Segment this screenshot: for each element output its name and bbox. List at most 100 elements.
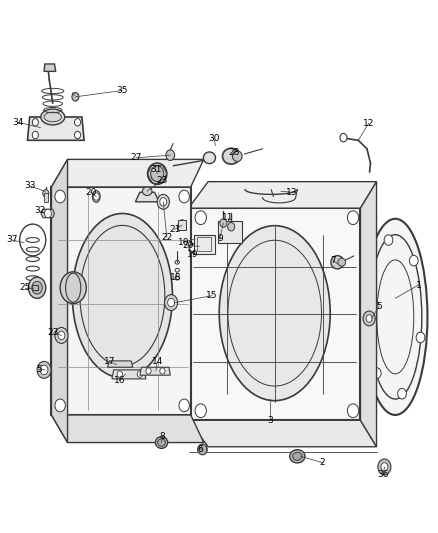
Text: 11: 11 bbox=[222, 213, 233, 222]
Circle shape bbox=[93, 193, 99, 200]
Circle shape bbox=[347, 211, 359, 224]
FancyBboxPatch shape bbox=[194, 235, 215, 254]
Text: 32: 32 bbox=[34, 206, 46, 215]
Polygon shape bbox=[44, 64, 56, 71]
Polygon shape bbox=[112, 370, 146, 379]
Circle shape bbox=[372, 368, 381, 378]
FancyBboxPatch shape bbox=[178, 220, 186, 230]
Text: 19: 19 bbox=[187, 251, 199, 260]
Circle shape bbox=[195, 404, 206, 418]
Ellipse shape bbox=[290, 450, 305, 463]
Circle shape bbox=[195, 211, 206, 224]
Text: 1: 1 bbox=[416, 280, 421, 289]
Polygon shape bbox=[108, 361, 133, 367]
Circle shape bbox=[410, 255, 418, 266]
Circle shape bbox=[340, 133, 347, 142]
Circle shape bbox=[43, 190, 49, 197]
Ellipse shape bbox=[233, 151, 242, 161]
Text: 20: 20 bbox=[182, 241, 193, 250]
Circle shape bbox=[179, 190, 189, 203]
Ellipse shape bbox=[293, 453, 302, 461]
Circle shape bbox=[72, 93, 79, 101]
Ellipse shape bbox=[198, 241, 204, 251]
Circle shape bbox=[137, 371, 142, 377]
Text: 20: 20 bbox=[85, 188, 96, 197]
Circle shape bbox=[55, 190, 65, 203]
Text: 17: 17 bbox=[103, 358, 115, 367]
Circle shape bbox=[32, 281, 42, 294]
Text: 6: 6 bbox=[198, 445, 204, 454]
FancyBboxPatch shape bbox=[218, 221, 242, 243]
Text: 14: 14 bbox=[152, 358, 163, 367]
FancyBboxPatch shape bbox=[32, 285, 38, 290]
Text: 27: 27 bbox=[131, 154, 142, 163]
Polygon shape bbox=[51, 159, 67, 442]
Ellipse shape bbox=[148, 163, 167, 184]
Circle shape bbox=[416, 332, 425, 343]
FancyBboxPatch shape bbox=[44, 193, 48, 202]
Polygon shape bbox=[41, 209, 54, 217]
Ellipse shape bbox=[219, 225, 330, 401]
Polygon shape bbox=[51, 187, 191, 415]
Ellipse shape bbox=[158, 439, 166, 446]
Text: 23: 23 bbox=[47, 328, 58, 337]
Circle shape bbox=[363, 311, 375, 326]
Polygon shape bbox=[188, 208, 360, 420]
Ellipse shape bbox=[92, 191, 100, 203]
Polygon shape bbox=[188, 182, 377, 208]
Text: 36: 36 bbox=[378, 470, 389, 479]
Circle shape bbox=[37, 361, 51, 378]
Circle shape bbox=[168, 298, 175, 307]
Text: 8: 8 bbox=[159, 432, 165, 441]
Text: 15: 15 bbox=[206, 291, 218, 300]
Circle shape bbox=[220, 219, 227, 227]
Circle shape bbox=[55, 327, 68, 343]
Ellipse shape bbox=[198, 444, 207, 455]
Circle shape bbox=[160, 368, 165, 374]
Text: 18: 18 bbox=[170, 272, 181, 281]
Circle shape bbox=[117, 371, 122, 377]
Polygon shape bbox=[360, 182, 377, 447]
Text: 28: 28 bbox=[228, 148, 240, 157]
Circle shape bbox=[198, 444, 207, 455]
Polygon shape bbox=[188, 420, 377, 447]
Polygon shape bbox=[51, 159, 204, 187]
Circle shape bbox=[58, 331, 65, 340]
Circle shape bbox=[32, 131, 39, 139]
Circle shape bbox=[384, 235, 393, 245]
Circle shape bbox=[190, 244, 196, 252]
Circle shape bbox=[60, 272, 86, 304]
Ellipse shape bbox=[331, 256, 344, 269]
Text: 21: 21 bbox=[169, 225, 180, 234]
Circle shape bbox=[74, 118, 81, 126]
Circle shape bbox=[40, 365, 48, 375]
Circle shape bbox=[32, 118, 39, 126]
Circle shape bbox=[74, 131, 81, 139]
Circle shape bbox=[157, 195, 170, 209]
Polygon shape bbox=[51, 415, 204, 442]
Ellipse shape bbox=[72, 214, 173, 378]
Text: 37: 37 bbox=[6, 236, 18, 245]
Text: 31: 31 bbox=[150, 166, 162, 174]
Circle shape bbox=[347, 404, 359, 418]
Ellipse shape bbox=[142, 187, 152, 196]
Text: 2: 2 bbox=[320, 458, 325, 467]
Circle shape bbox=[146, 368, 151, 374]
Circle shape bbox=[179, 399, 189, 412]
Ellipse shape bbox=[151, 166, 164, 182]
Text: 13: 13 bbox=[286, 188, 298, 197]
Circle shape bbox=[228, 222, 235, 231]
Circle shape bbox=[166, 150, 175, 160]
Text: 22: 22 bbox=[161, 233, 173, 242]
Text: 12: 12 bbox=[363, 119, 374, 128]
Text: 30: 30 bbox=[208, 134, 219, 143]
Text: 7: 7 bbox=[330, 256, 336, 265]
Circle shape bbox=[28, 277, 46, 298]
Text: 10: 10 bbox=[177, 238, 189, 247]
Ellipse shape bbox=[155, 437, 168, 448]
Circle shape bbox=[366, 315, 372, 322]
Ellipse shape bbox=[178, 220, 186, 230]
Text: 34: 34 bbox=[12, 118, 24, 127]
Circle shape bbox=[55, 399, 65, 412]
Ellipse shape bbox=[203, 152, 215, 164]
